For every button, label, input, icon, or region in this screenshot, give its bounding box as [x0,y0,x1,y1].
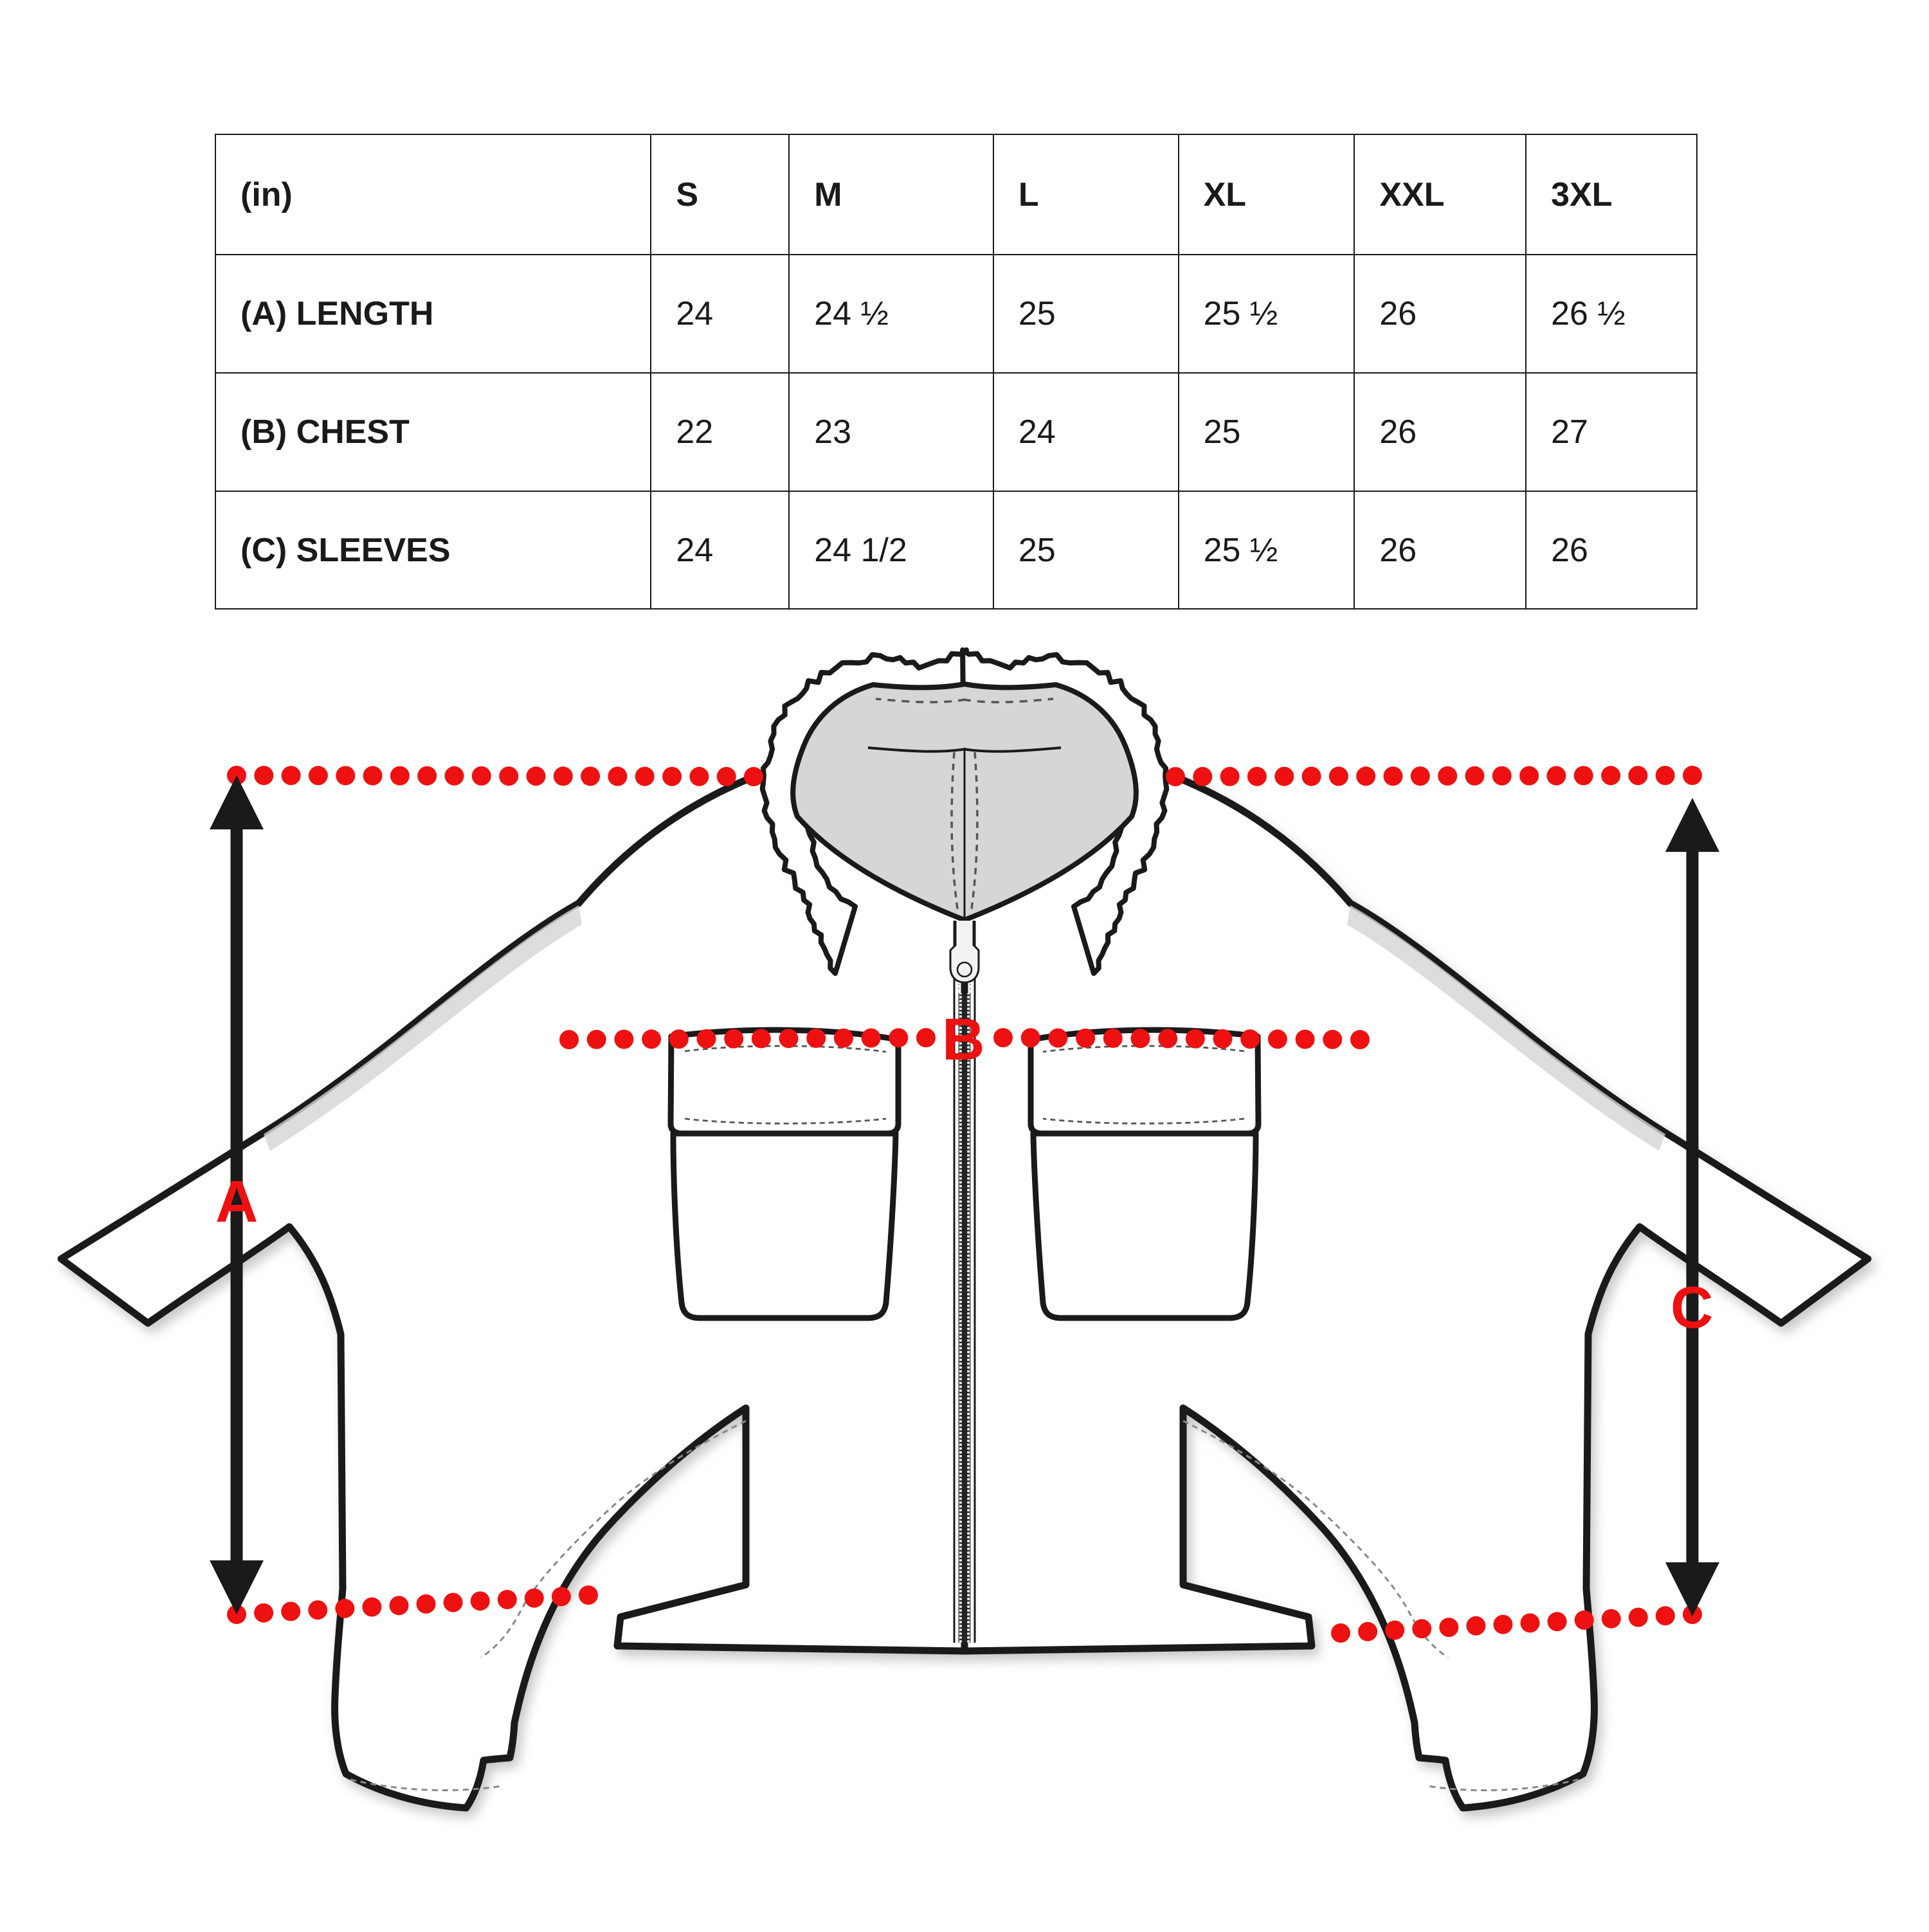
svg-text:B: B [942,1007,984,1072]
svg-text:A: A [215,1169,258,1234]
svg-text:C: C [1671,1275,1713,1341]
